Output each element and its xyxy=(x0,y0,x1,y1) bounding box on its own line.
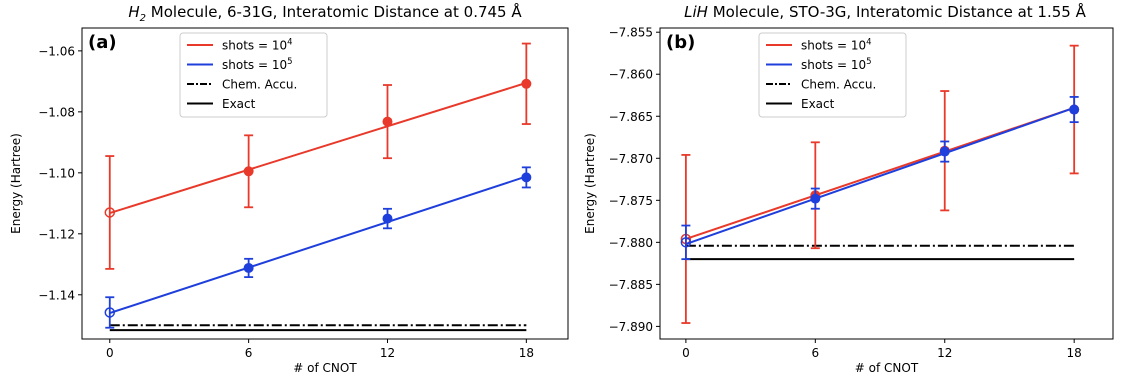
x-axis-label: # of CNOT xyxy=(293,361,357,375)
legend-box xyxy=(758,32,907,118)
chart-panel-a: H2 Molecule, 6-31G, Interatomic Distance… xyxy=(9,2,569,375)
y-tick-label: −1.14 xyxy=(38,288,75,302)
x-tick-label: 6 xyxy=(245,346,253,360)
y-tick-label: −7.870 xyxy=(609,152,653,166)
legend-text: shots = 10 xyxy=(222,58,287,72)
legend-text: shots = 10 xyxy=(801,58,866,72)
series-shots-1e5 xyxy=(680,96,1080,261)
legend-entry-label: Exact xyxy=(801,97,835,111)
y-tick-label: −1.08 xyxy=(38,105,75,119)
y-tick-label: −1.06 xyxy=(38,44,75,58)
x-tick-label: 18 xyxy=(1067,346,1082,360)
data-point xyxy=(521,78,532,89)
data-point xyxy=(382,213,393,224)
legend-text: Exact xyxy=(222,97,256,111)
y-tick-label: −7.860 xyxy=(609,68,653,82)
title-molecule: H xyxy=(128,3,139,21)
x-tick-label: 12 xyxy=(937,346,952,360)
title-subscript: 2 xyxy=(140,13,146,24)
legend-exponent: 5 xyxy=(287,57,292,67)
plot-area xyxy=(104,42,532,332)
title-molecule: LiH xyxy=(684,3,708,21)
data-point xyxy=(243,262,254,273)
y-tick-label: −1.12 xyxy=(38,227,75,241)
data-point xyxy=(382,116,393,127)
x-tick-label: 0 xyxy=(106,346,114,360)
chart-title: LiH Molecule, STO-3G, Interatomic Distan… xyxy=(684,2,1086,21)
data-point xyxy=(521,172,532,183)
data-point-open xyxy=(104,207,116,218)
chart-panel-b: LiH Molecule, STO-3G, Interatomic Distan… xyxy=(583,2,1114,375)
legend-entry-label: Exact xyxy=(222,97,256,111)
x-tick-label: 18 xyxy=(519,346,534,360)
x-tick-label: 6 xyxy=(811,346,819,360)
data-point-open xyxy=(680,237,692,248)
legend-text: Exact xyxy=(801,97,835,111)
x-axis-label: # of CNOT xyxy=(855,361,919,375)
y-axis-label: Energy (Hartree) xyxy=(9,133,23,234)
data-point-open xyxy=(104,307,116,318)
y-tick-label: −1.10 xyxy=(38,166,75,180)
legend-entry-label: shots = 104 xyxy=(801,38,872,53)
x-tick-label: 12 xyxy=(380,346,395,360)
data-point xyxy=(243,166,254,177)
y-tick-label: −7.880 xyxy=(609,236,653,250)
data-point xyxy=(1069,104,1080,115)
y-tick-label: −7.865 xyxy=(609,110,653,124)
legend-text: Chem. Accu. xyxy=(801,78,876,92)
legend-entry-label: shots = 104 xyxy=(222,38,293,53)
legend-text: shots = 10 xyxy=(222,39,287,53)
y-tick-label: −7.890 xyxy=(609,320,653,334)
title-text: Molecule, 6-31G, Interatomic Distance at… xyxy=(146,2,522,21)
legend-box xyxy=(179,32,328,118)
legend-exponent: 4 xyxy=(866,38,871,48)
data-point xyxy=(939,146,950,157)
legend-entry-label: Chem. Accu. xyxy=(222,78,297,92)
x-tick-label: 0 xyxy=(682,346,690,360)
y-tick-label: −7.875 xyxy=(609,194,653,208)
y-axis-label: Energy (Hartree) xyxy=(583,133,597,234)
y-tick-label: −7.855 xyxy=(609,26,653,40)
panel-label: (b) xyxy=(666,32,695,53)
title-text: Molecule, STO-3G, Interatomic Distance a… xyxy=(708,2,1087,21)
chart-title: H2 Molecule, 6-31G, Interatomic Distance… xyxy=(128,2,522,24)
legend-entry-label: shots = 105 xyxy=(222,57,293,72)
axes-frame xyxy=(659,27,1114,340)
fit-line xyxy=(109,175,527,315)
fit-line xyxy=(109,81,527,215)
legend-entry-label: Chem. Accu. xyxy=(801,78,876,92)
y-tick-label: −7.885 xyxy=(609,278,653,292)
panel-label: (a) xyxy=(88,32,117,53)
legend-entry-label: shots = 105 xyxy=(801,57,872,72)
series-shots-1e4 xyxy=(104,42,532,270)
legend-exponent: 5 xyxy=(866,57,871,67)
legend-text: shots = 10 xyxy=(801,39,866,53)
fit-line xyxy=(685,106,1075,245)
legend-text: Chem. Accu. xyxy=(222,78,297,92)
plot-area xyxy=(680,44,1080,324)
legend-exponent: 4 xyxy=(287,38,292,48)
axes-frame xyxy=(81,27,569,340)
data-point xyxy=(810,193,821,204)
series-shots-1e5 xyxy=(104,166,532,329)
